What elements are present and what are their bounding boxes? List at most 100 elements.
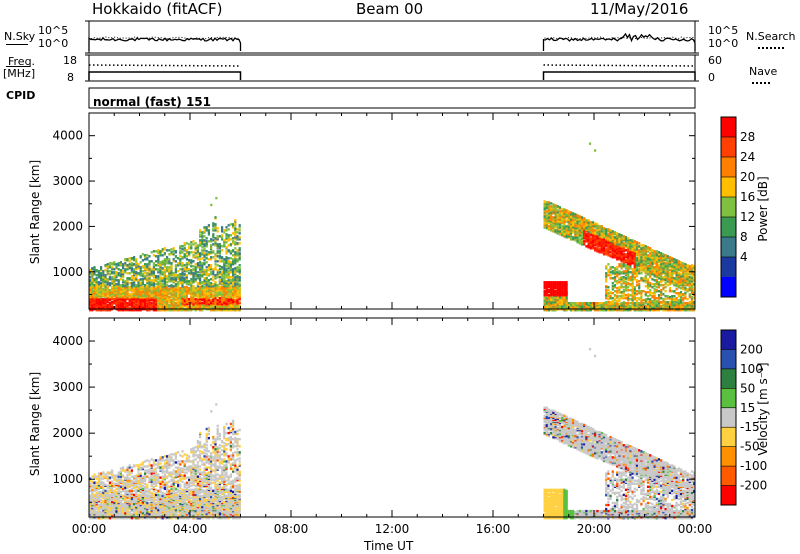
power-cell [196,258,199,261]
power-cell [122,306,125,309]
power-cell [205,261,208,264]
power-cell [216,227,219,230]
power-cell [646,278,650,281]
power-cell [159,273,162,276]
power-cell [104,276,107,279]
power-cell [629,276,632,279]
power-cell [646,291,650,294]
power-cell [556,281,559,284]
power-cell [616,271,619,274]
power-cell [545,201,548,204]
nave-legend-line [752,82,770,84]
nsearch-trace [88,36,240,40]
power-data-cells [89,142,696,312]
power-cell [119,278,122,281]
power-cell [91,284,94,287]
power-cell [135,258,138,261]
power-cell [660,289,663,292]
power-cell [607,274,610,277]
power-cell [207,258,210,261]
power-cell [188,243,191,246]
radar-title: Hokkaido (fitACF) [92,0,223,18]
power-cell [102,288,105,291]
power-cell [117,264,120,267]
power-cell [624,302,628,305]
power-cell [203,262,206,265]
power-cell [205,293,208,296]
power-cell [166,277,169,280]
power-cell [163,261,166,264]
power-cell [589,302,592,305]
power-cell [227,260,230,263]
power-cell [108,276,111,279]
power-cell [627,302,630,305]
power-cell [234,251,237,254]
power-cell [238,252,241,255]
power-cell [210,268,213,271]
power-cell [205,257,208,260]
power-cell [234,236,237,239]
power-cell [585,219,588,222]
power-cell [227,263,230,266]
power-cell [159,305,162,308]
power-cell [163,285,166,288]
nsearch-trace [543,36,694,40]
power-cell [188,268,191,271]
power-cell [602,302,606,305]
power-cell [227,267,230,270]
power-cell [168,266,171,269]
power-cell [214,263,217,266]
power-cell [232,283,235,286]
power-cell [170,272,173,275]
power-cell [128,299,131,302]
power-cell [104,274,107,277]
power-cell [646,265,650,268]
power-cell [201,253,204,256]
power-cell [148,283,151,286]
power-cell [622,235,625,238]
power-cell [130,284,133,287]
power-cell [552,216,555,219]
power-cell [117,272,120,275]
power-cell [225,252,228,255]
power-cell [161,277,164,280]
power-cell [201,285,204,288]
power-cell [616,295,619,298]
power-cell [227,276,230,279]
power-cell [613,290,617,293]
power-cell [225,274,228,277]
power-cell [646,298,650,301]
power-cell [199,302,202,305]
power-cell [141,281,144,284]
power-cell [210,299,213,302]
power-cell [168,296,171,299]
power-cell [607,298,610,301]
power-cell [159,254,162,257]
power-cell [172,253,175,256]
power-cell [188,280,191,283]
power-cell [174,266,177,269]
power-cell [111,262,114,265]
power-cell [212,285,215,288]
power-cell [115,279,118,282]
power-cell [141,278,144,281]
power-cell [238,236,241,239]
power-cell [126,272,129,275]
power-cell [190,278,193,281]
power-cell [611,300,614,303]
power-cell [611,266,614,269]
power-cell [616,290,619,293]
power-cell [196,274,199,277]
power-cell [203,282,206,285]
power-cell [232,223,235,226]
power-cell [221,260,224,263]
power-cell [214,268,217,271]
power-cell [664,286,667,289]
power-cell [611,277,614,280]
power-cell [591,221,595,224]
power-cell [221,230,224,233]
power-cell [188,272,191,275]
power-cell [664,282,667,285]
power-cell [633,240,636,243]
power-cell [556,205,559,208]
